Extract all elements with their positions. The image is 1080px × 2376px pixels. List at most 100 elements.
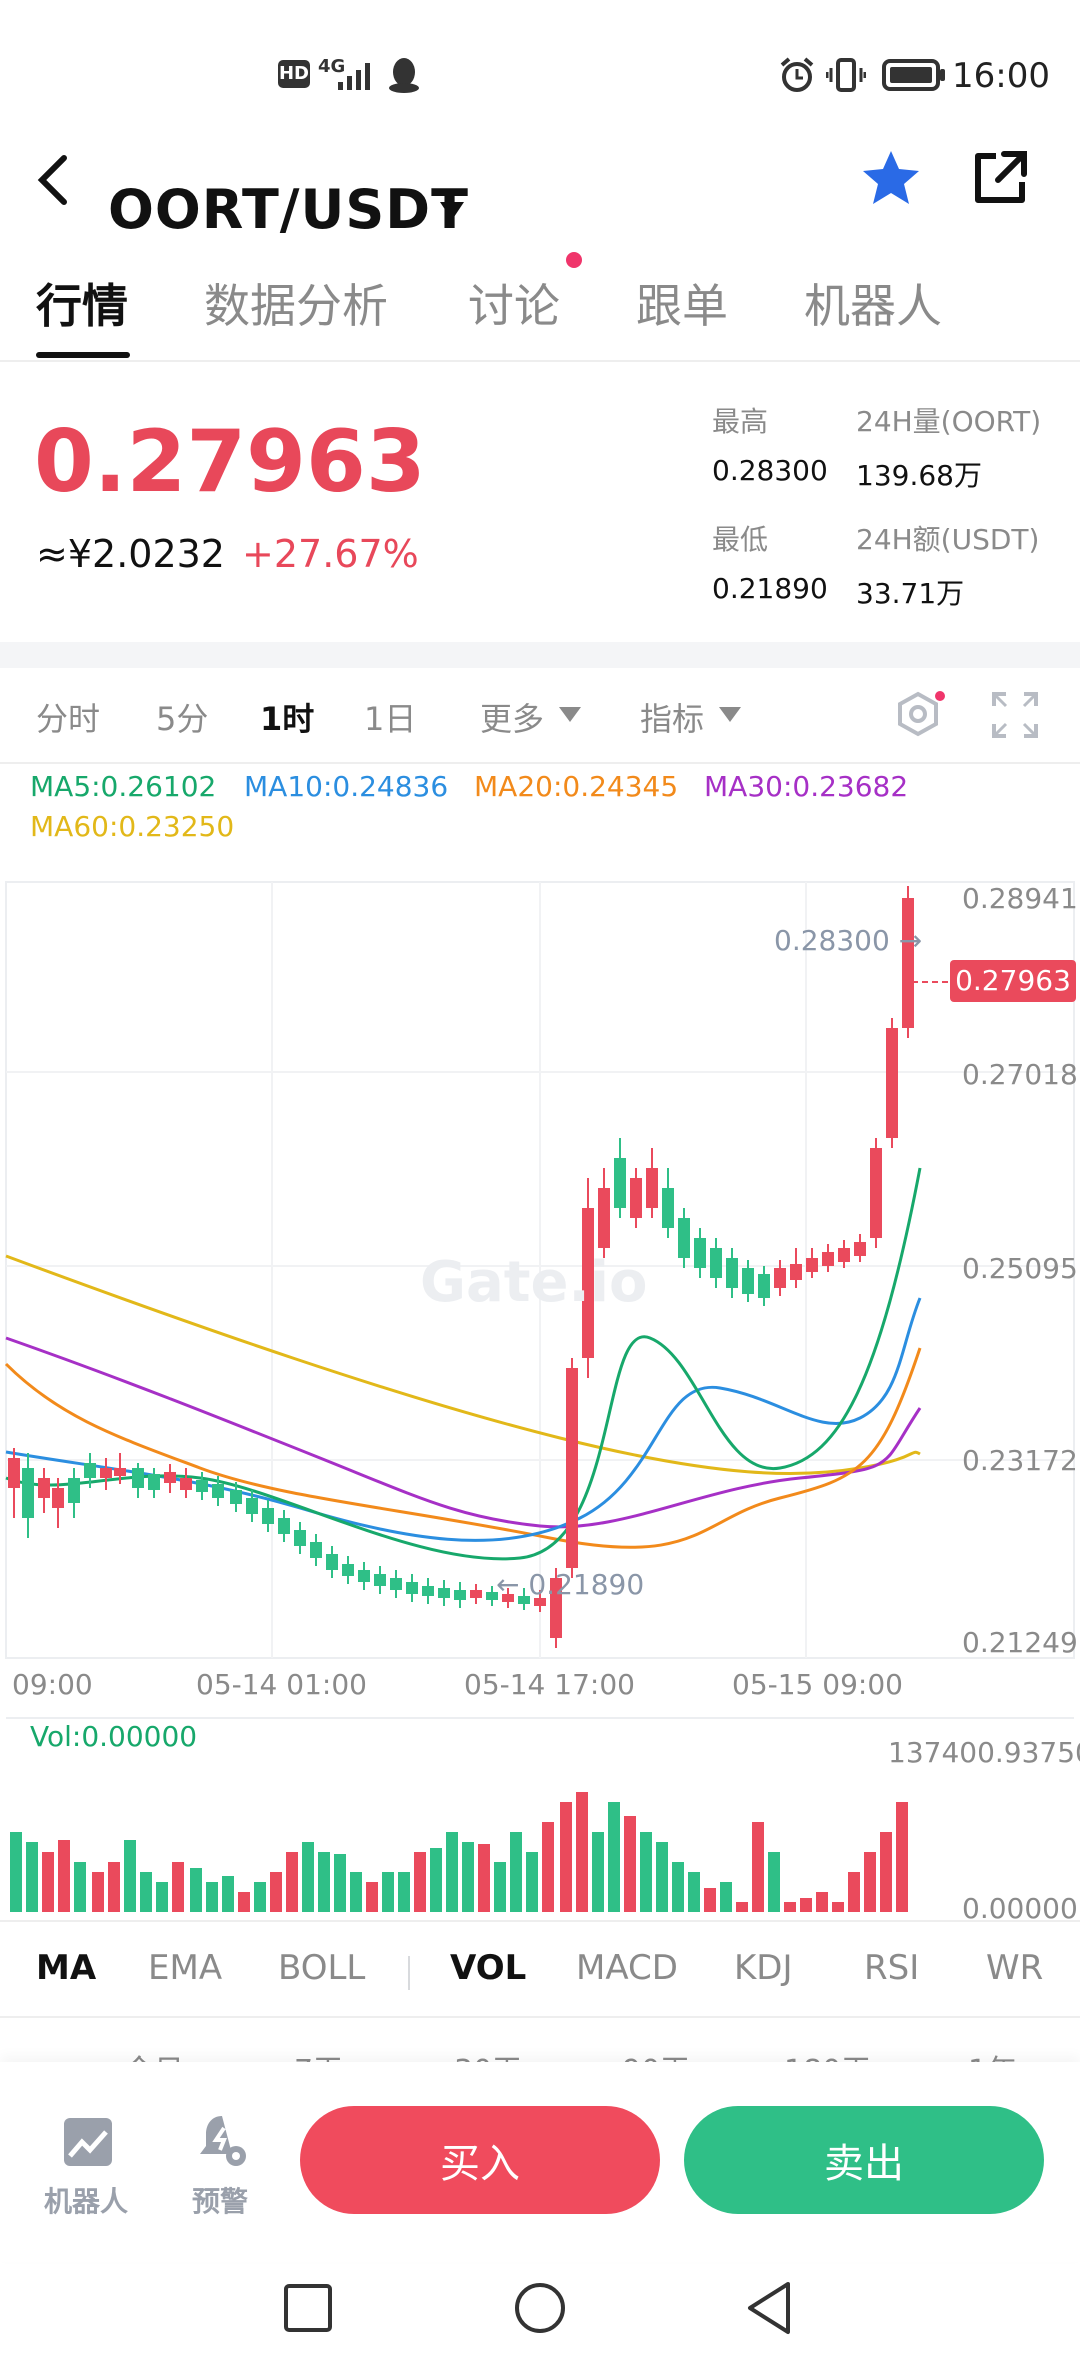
back-arrow-icon[interactable] bbox=[34, 150, 74, 210]
x-tick-1: 09:00 bbox=[12, 1668, 93, 1701]
system-nav-bar bbox=[0, 2262, 1080, 2376]
tf-5min[interactable]: 5分 bbox=[156, 700, 209, 738]
tf-1day[interactable]: 1日 bbox=[364, 700, 417, 738]
y-tick-3: 0.25095 bbox=[962, 1252, 1078, 1285]
candlestick-chart[interactable] bbox=[0, 878, 1080, 1668]
high-marker: 0.28300 → bbox=[774, 924, 923, 957]
range-90d[interactable]: 90天 bbox=[622, 2046, 690, 2062]
indicator-vol[interactable]: VOL bbox=[450, 1948, 527, 1988]
indicator-tabs: MA EMA BOLL VOL MACD KDJ RSI WR bbox=[0, 1922, 1080, 2018]
network-type-label: 4G bbox=[318, 56, 346, 77]
favorite-star-icon[interactable] bbox=[860, 148, 922, 208]
indicator-ema[interactable]: EMA bbox=[148, 1948, 223, 1988]
tab-robot[interactable]: 机器人 bbox=[804, 279, 942, 333]
indicator-ma[interactable]: MA bbox=[36, 1948, 97, 1988]
sell-button[interactable]: 卖出 bbox=[684, 2106, 1044, 2214]
vol24-value: 139.68万 bbox=[856, 459, 982, 492]
volume-max: 137400.93750 bbox=[888, 1736, 1080, 1769]
vibrate-icon bbox=[826, 58, 866, 92]
y-tick-2: 0.27018 bbox=[962, 1058, 1078, 1091]
fullscreen-icon[interactable] bbox=[990, 690, 1040, 740]
watermark-logo: Gate.io bbox=[420, 1250, 648, 1315]
price-cny: ≈¥2.0232 bbox=[36, 532, 225, 576]
indicator-kdj[interactable]: KDJ bbox=[734, 1948, 793, 1988]
pair-title[interactable]: OORT/USDT bbox=[108, 178, 469, 241]
indicator-rsi[interactable]: RSI bbox=[864, 1948, 920, 1988]
low-label: 最低 bbox=[712, 523, 769, 556]
chart-settings-icon[interactable] bbox=[894, 690, 948, 742]
discussion-badge-dot bbox=[566, 252, 582, 268]
section-separator bbox=[0, 642, 1080, 668]
indicator-top-divider bbox=[0, 1920, 1080, 1922]
x-tick-3: 05-14 17:00 bbox=[464, 1668, 635, 1701]
tabs-divider bbox=[0, 360, 1080, 362]
high-value: 0.28300 bbox=[712, 454, 828, 487]
alarm-icon bbox=[780, 57, 814, 92]
ma20-legend: MA20:0.24345 bbox=[474, 770, 679, 803]
tab-discussion[interactable]: 讨论 bbox=[468, 279, 560, 333]
price-change: +27.67% bbox=[242, 532, 419, 576]
tab-market[interactable]: 行情 bbox=[36, 279, 128, 333]
y-tick-4: 0.23172 bbox=[962, 1444, 1078, 1477]
range-row: 今日 7天 30天 90天 180天 1年 bbox=[0, 2018, 1080, 2062]
signal-icon bbox=[338, 63, 370, 90]
tf-indicators[interactable]: 指标 bbox=[640, 700, 705, 738]
active-tab-indicator bbox=[36, 352, 130, 358]
pair-dropdown-icon[interactable] bbox=[438, 200, 466, 222]
share-external-icon[interactable] bbox=[970, 148, 1030, 208]
indicator-boll[interactable]: BOLL bbox=[278, 1948, 366, 1988]
x-tick-4: 05-15 09:00 bbox=[732, 1668, 903, 1701]
indicator-wr[interactable]: WR bbox=[986, 1948, 1044, 1988]
main-tabs: 行情 数据分析 讨论 跟单 机器人 bbox=[0, 252, 1080, 362]
tab-data-analysis[interactable]: 数据分析 bbox=[204, 279, 388, 333]
back-nav-icon[interactable] bbox=[742, 2280, 796, 2336]
bottom-action-bar: 机器人 预警 买入 卖出 bbox=[0, 2062, 1080, 2262]
battery-icon bbox=[882, 59, 945, 91]
alert-label[interactable]: 预警 bbox=[192, 2185, 249, 2218]
y-tick-5: 0.21249 bbox=[962, 1626, 1078, 1659]
alert-icon[interactable] bbox=[194, 2112, 250, 2170]
tab-copy-trade[interactable]: 跟单 bbox=[636, 279, 728, 333]
range-today[interactable]: 今日 bbox=[124, 2046, 184, 2062]
more-dropdown-icon[interactable] bbox=[558, 706, 582, 724]
y-tick-1: 0.28941 bbox=[962, 882, 1078, 915]
indicator-bottom-divider bbox=[0, 2016, 1080, 2018]
range-7d[interactable]: 7天 bbox=[294, 2046, 343, 2062]
last-price: 0.27963 bbox=[34, 412, 426, 512]
recent-apps-icon[interactable] bbox=[282, 2282, 334, 2334]
hd-icon: HD bbox=[278, 60, 310, 88]
toolbar-divider bbox=[0, 762, 1080, 764]
tf-1hour[interactable]: 1时 bbox=[260, 700, 315, 738]
indicator-separator bbox=[408, 1956, 410, 1990]
range-1y[interactable]: 1年 bbox=[968, 2046, 1017, 2062]
ma30-legend: MA30:0.23682 bbox=[704, 770, 909, 803]
tf-timeline[interactable]: 分时 bbox=[36, 700, 101, 738]
ma10-legend: MA10:0.24836 bbox=[244, 770, 449, 803]
chart-toolbar: 分时 5分 1时 1日 更多 指标 bbox=[0, 668, 1080, 764]
robot-icon[interactable] bbox=[60, 2114, 116, 2170]
qq-icon bbox=[389, 58, 419, 93]
range-180d[interactable]: 180天 bbox=[784, 2046, 871, 2062]
buy-button[interactable]: 买入 bbox=[300, 2106, 660, 2214]
amount24-label: 24H额(USDT) bbox=[856, 523, 1040, 556]
vol24-label: 24H量(OORT) bbox=[856, 405, 1042, 438]
x-tick-2: 05-14 01:00 bbox=[196, 1668, 367, 1701]
last-price-tag: 0.27963 bbox=[950, 960, 1076, 1002]
low-marker: ← 0.21890 bbox=[496, 1568, 645, 1601]
low-value: 0.21890 bbox=[712, 572, 828, 605]
price-summary: 0.27963 ≈¥2.0232 +27.67% 最高 0.28300 24H量… bbox=[0, 362, 1080, 642]
ma60-legend: MA60:0.23250 bbox=[30, 810, 235, 843]
indicator-macd[interactable]: MACD bbox=[576, 1948, 678, 1988]
high-label: 最高 bbox=[712, 405, 769, 438]
range-30d[interactable]: 30天 bbox=[454, 2046, 522, 2062]
volume-legend: Vol:0.00000 bbox=[30, 1720, 198, 1753]
header-bar: OORT/USDT bbox=[0, 150, 1080, 270]
ma5-legend: MA5:0.26102 bbox=[30, 770, 217, 803]
tf-more[interactable]: 更多 bbox=[480, 700, 545, 738]
indicators-dropdown-icon[interactable] bbox=[718, 706, 742, 724]
volume-chart[interactable] bbox=[0, 1716, 1080, 1916]
volume-min: 0.00000 bbox=[962, 1892, 1078, 1925]
amount24-value: 33.71万 bbox=[856, 577, 965, 610]
robot-label[interactable]: 机器人 bbox=[44, 2185, 129, 2218]
home-icon[interactable] bbox=[512, 2280, 568, 2336]
